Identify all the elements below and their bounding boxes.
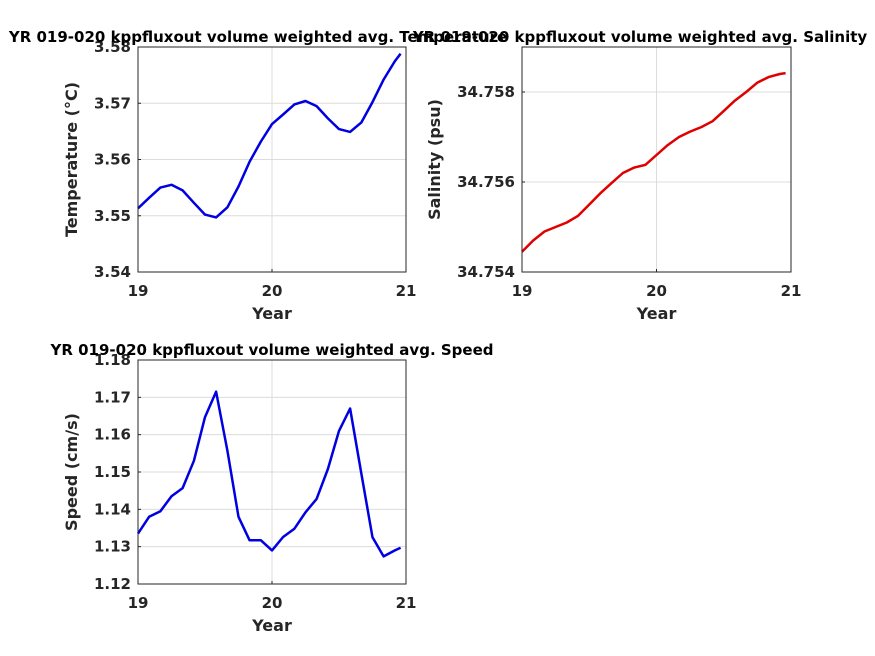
salinity-series-line bbox=[521, 71, 786, 253]
temperature-y-tick-label: 3.55 bbox=[94, 207, 131, 225]
salinity-y-tick-label: 34.756 bbox=[457, 173, 515, 191]
salinity-x-axis-label: Year bbox=[636, 304, 677, 323]
temperature-x-tick-label: 20 bbox=[262, 282, 283, 300]
speed-x-axis-label: Year bbox=[251, 616, 292, 635]
salinity-grid bbox=[521, 47, 792, 273]
temperature-ticks: 19 20 21 3.54 3.55 3.56 3.57 3.58 bbox=[94, 38, 416, 300]
temperature-panel: 19 20 21 3.54 3.55 3.56 3.57 3.58 YR 019-020 kp… bbox=[8, 28, 507, 323]
speed-y-tick-label: 1.18 bbox=[94, 351, 131, 369]
temperature-marks bbox=[137, 52, 402, 219]
speed-marks bbox=[136, 390, 402, 558]
salinity-y-axis-label: Salinity (psu) bbox=[425, 99, 444, 220]
speed-y-axis-label: Speed (cm/s) bbox=[62, 413, 81, 531]
temperature-x-axis-label: Year bbox=[251, 304, 292, 323]
temperature-grid bbox=[137, 46, 407, 273]
salinity-panel: 19 20 21 34.754 34.756 34.758 YR 019-020 kppf… bbox=[412, 28, 868, 323]
salinity-y-tick-label: 34.758 bbox=[457, 83, 515, 101]
speed-x-tick-label: 21 bbox=[396, 594, 417, 612]
speed-y-tick-label: 1.13 bbox=[94, 538, 131, 556]
speed-ticks: 19 20 21 1.12 1.13 1.14 1.15 1.16 1.17 1.18 bbox=[94, 351, 416, 612]
salinity-marks bbox=[521, 71, 786, 253]
salinity-ticks: 19 20 21 34.754 34.756 34.758 bbox=[457, 83, 801, 300]
temperature-title: YR 019-020 kppfluxout volume weighted av… bbox=[8, 28, 507, 46]
temperature-y-axis-label: Temperature (°C) bbox=[62, 82, 81, 237]
salinity-x-tick-label: 19 bbox=[512, 282, 533, 300]
speed-y-tick-label: 1.14 bbox=[94, 500, 131, 518]
speed-y-tick-label: 1.15 bbox=[94, 463, 131, 481]
temperature-y-tick-label: 3.54 bbox=[94, 263, 131, 281]
salinity-x-tick-label: 21 bbox=[781, 282, 802, 300]
temperature-y-tick-label: 3.56 bbox=[94, 151, 131, 169]
salinity-x-tick-label: 20 bbox=[646, 282, 667, 300]
temperature-y-tick-label: 3.57 bbox=[94, 94, 131, 112]
speed-x-tick-label: 19 bbox=[128, 594, 149, 612]
speed-x-tick-label: 20 bbox=[262, 594, 283, 612]
speed-y-tick-label: 1.17 bbox=[94, 388, 131, 406]
speed-panel: 19 20 21 1.12 1.13 1.14 1.15 1.16 1.17 1.18 YR 01… bbox=[49, 341, 493, 635]
speed-title: YR 019-020 kppfluxout volume weighted av… bbox=[49, 341, 493, 359]
speed-series-line bbox=[136, 390, 402, 558]
salinity-y-tick-label: 34.754 bbox=[457, 263, 515, 281]
speed-y-tick-label: 1.16 bbox=[94, 426, 131, 444]
salinity-title: YR 019-020 kppfluxout volume weighted av… bbox=[412, 28, 868, 46]
speed-y-tick-label: 1.12 bbox=[94, 575, 131, 593]
temperature-x-tick-label: 21 bbox=[396, 282, 417, 300]
temperature-y-tick-label: 3.58 bbox=[94, 38, 131, 56]
temperature-x-tick-label: 19 bbox=[128, 282, 149, 300]
temperature-series-line bbox=[137, 52, 402, 219]
